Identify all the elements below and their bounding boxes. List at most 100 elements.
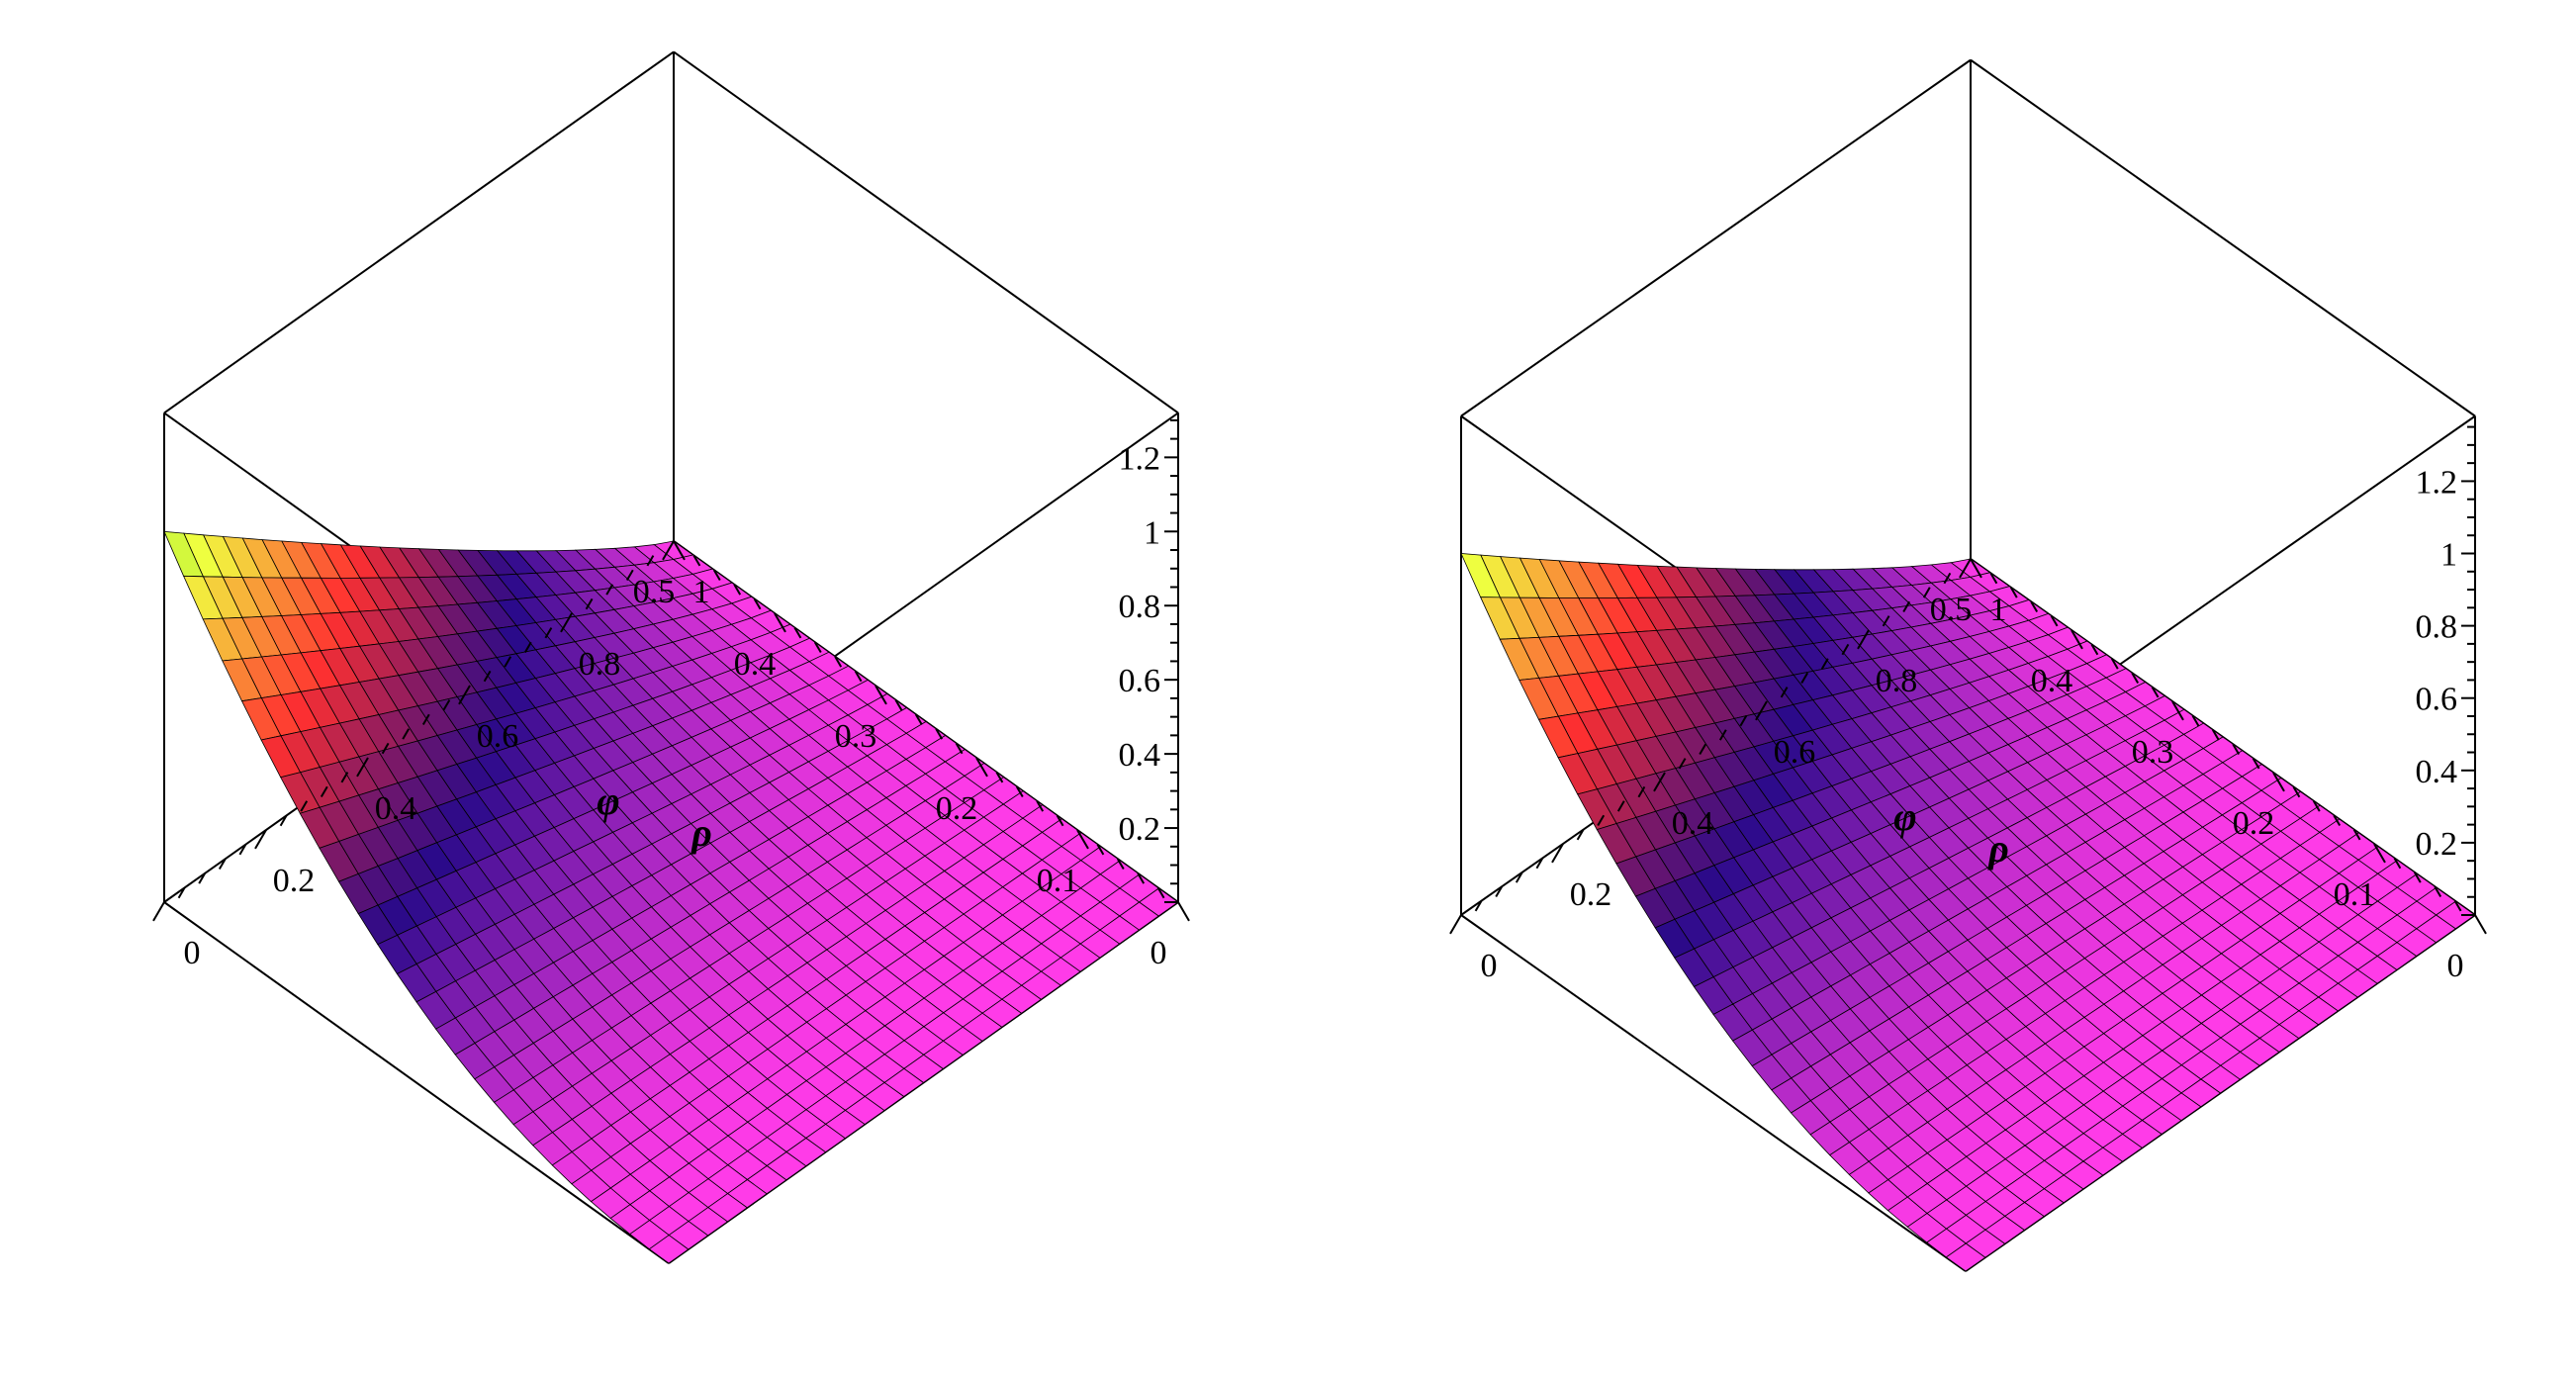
- rho-tick-label: 0.1: [2334, 876, 2376, 913]
- phi-tick: [300, 800, 309, 812]
- phi-tick-label: 0: [184, 935, 201, 971]
- rho-tick: [2453, 900, 2462, 912]
- phi-tick: [1515, 872, 1523, 883]
- rho-tick: [2272, 772, 2285, 792]
- phi-tick: [1474, 900, 1483, 912]
- rho-tick-label: 0.3: [2132, 734, 2174, 771]
- rho-tick: [834, 656, 843, 668]
- rho-tick: [1036, 800, 1045, 812]
- z-tick-label: 1.2: [2416, 464, 2458, 501]
- z-tick-label: 0.8: [1119, 589, 1161, 625]
- phi-tick: [1449, 914, 1462, 935]
- rho-tick: [1970, 558, 1982, 579]
- rho-tick: [955, 742, 964, 755]
- rho-tick-label: 0.4: [734, 646, 777, 683]
- surface-quad: [1945, 1242, 1986, 1272]
- rho-tick: [1076, 829, 1089, 850]
- rho-tick: [995, 772, 1004, 783]
- phi-tick: [198, 872, 207, 884]
- rho-tick: [2131, 672, 2140, 685]
- box-edge-7: [673, 50, 1179, 414]
- phi-tick: [560, 612, 573, 633]
- phi-axis-title: φ: [1893, 794, 1916, 839]
- rho-tick: [2333, 814, 2342, 827]
- phi-tick: [254, 829, 267, 850]
- z-tick-label: 0.4: [1119, 737, 1161, 774]
- phi-tick: [1678, 758, 1687, 770]
- phi-tick-label: 0.4: [1672, 805, 1714, 842]
- rho-tick: [2191, 714, 2200, 727]
- rho-tick: [1056, 814, 1064, 827]
- rho-tick: [2232, 743, 2241, 756]
- rho-tick-label: 0.4: [2031, 663, 2073, 699]
- rho-tick: [774, 612, 786, 633]
- phi-tick: [458, 685, 471, 705]
- rho-tick-label: 0.2: [936, 790, 978, 827]
- z-tick-label: 0.4: [2416, 754, 2458, 790]
- rho-tick: [914, 713, 923, 726]
- phi-tick: [1755, 700, 1768, 721]
- rho-tick: [2292, 785, 2301, 798]
- rho-tick: [813, 641, 822, 654]
- rho-tick: [692, 555, 701, 567]
- phi-tick: [523, 641, 532, 654]
- rho-axis: 0 0.1 0.2 0.3 0.4 0.5 ρ: [1930, 558, 2487, 984]
- rho-tick: [2211, 729, 2220, 741]
- phi-tick: [1699, 743, 1707, 756]
- phi-tick: [442, 699, 451, 711]
- surface-plot-right: 0.2 0.4 0.6 0.8 1 1.2 0 0.1 0.2 0.3 0.4 0.5 ρ 0 0.2 0.4…: [1449, 58, 2487, 1272]
- phi-tick: [1959, 558, 1972, 579]
- phi-tick: [218, 858, 227, 871]
- box-edge-8: [163, 50, 675, 414]
- phi-tick-label: 0.6: [1774, 734, 1816, 771]
- phi-tick: [625, 569, 634, 582]
- phi-tick-label: 0.8: [579, 646, 621, 683]
- phi-tick: [504, 656, 512, 668]
- rho-tick: [1156, 886, 1165, 899]
- phi-tick: [402, 728, 411, 740]
- rho-tick: [2030, 600, 2039, 613]
- phi-tick-label: 0.4: [375, 790, 417, 827]
- rho-tick-label: 0.5: [633, 574, 676, 610]
- rho-tick: [854, 670, 863, 683]
- z-axis: 0.2 0.4 0.6 0.8 1 1.2: [1119, 413, 1179, 903]
- rho-tick: [874, 685, 887, 705]
- rho-tick-label: 0.2: [2233, 805, 2275, 842]
- rho-tick: [733, 584, 742, 596]
- rho-tick-label: 0.5: [1930, 592, 1973, 628]
- phi-tick: [1902, 600, 1911, 613]
- phi-tick-label: 0.6: [477, 718, 519, 755]
- phi-tick: [1780, 687, 1789, 698]
- phi-tick: [279, 814, 288, 827]
- rho-tick: [2434, 885, 2442, 898]
- phi-tick: [1551, 843, 1564, 864]
- rho-tick: [2373, 843, 2386, 864]
- surface-plot-left: 0.2 0.4 0.6 0.8 1 1.2 0 0.1 0.2 0.3 0.4 0.5 ρ 0 0.2 0.4…: [152, 50, 1190, 1264]
- phi-axis-title: φ: [597, 779, 619, 823]
- rho-tick: [2393, 857, 2402, 870]
- rho-tick: [2312, 800, 2321, 812]
- rho-tick: [2413, 872, 2422, 883]
- rho-tick: [1015, 785, 1024, 798]
- phi-tick: [421, 713, 430, 726]
- rho-tick: [1989, 572, 1998, 585]
- phi-tick: [1820, 658, 1829, 670]
- phi-tick: [320, 785, 328, 798]
- z-tick-label: 1: [2440, 537, 2457, 574]
- z-tick-label: 0.8: [2416, 609, 2458, 646]
- phi-tick-label: 1: [1990, 592, 2007, 628]
- box-edge-7: [1970, 58, 2476, 417]
- rho-tick: [2070, 629, 2083, 650]
- rho-tick: [935, 728, 944, 740]
- phi-tick-label: 0.2: [1570, 876, 1612, 913]
- z-tick-label: 0.6: [1119, 663, 1161, 699]
- phi-tick: [1882, 615, 1890, 627]
- phi-tick-label: 0: [1481, 948, 1498, 984]
- phi-tick: [152, 901, 165, 922]
- rho-tick: [1116, 858, 1125, 871]
- phi-tick-label: 0.2: [273, 863, 316, 899]
- z-tick-label: 0.2: [1119, 811, 1161, 848]
- phi-tick: [1739, 714, 1748, 727]
- phi-tick: [1922, 587, 1931, 598]
